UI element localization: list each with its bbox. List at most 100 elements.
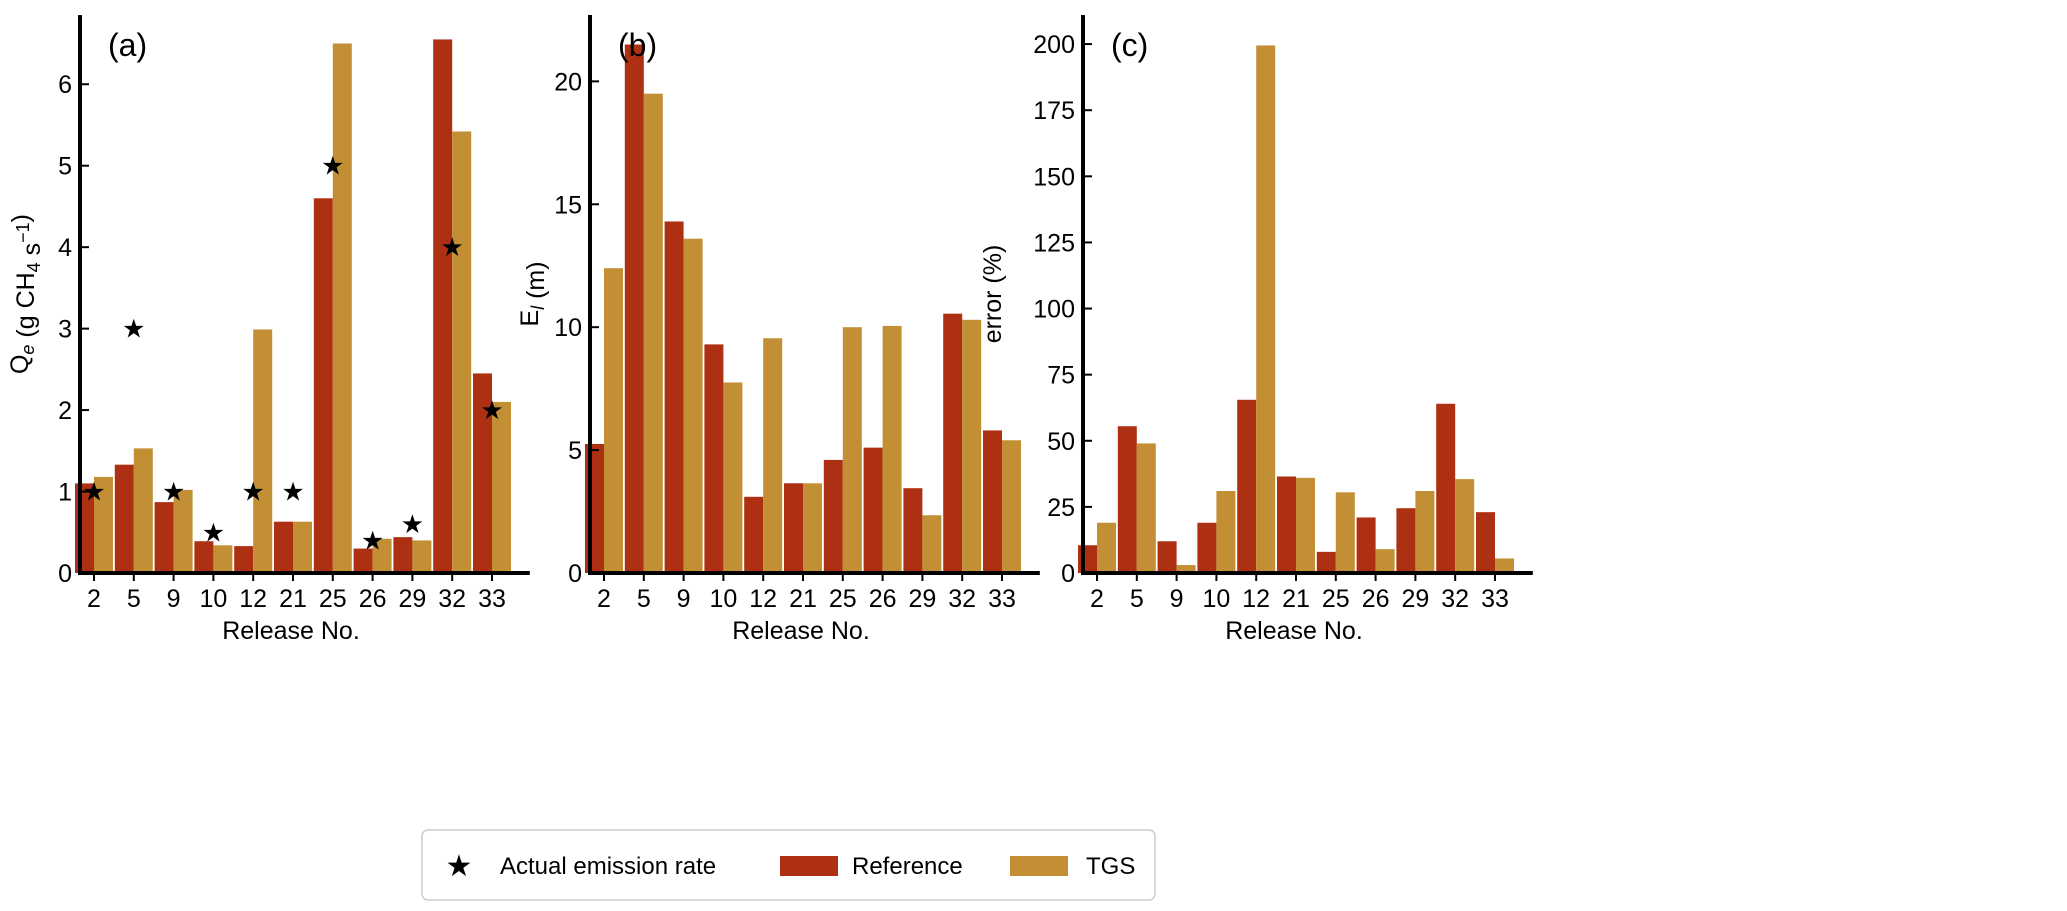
tgs-bar <box>133 448 153 573</box>
reference-bar <box>1117 426 1137 573</box>
reference-bar <box>1356 517 1376 573</box>
y-tick-label: 0 <box>568 560 582 588</box>
x-tick-label: 26 <box>359 585 387 613</box>
y-tick-label: 0 <box>1061 560 1075 588</box>
panel-label: (c) <box>1111 27 1148 63</box>
y-tick-label: 50 <box>1047 428 1075 456</box>
x-tick-label: 12 <box>749 585 777 613</box>
tgs-bar <box>1455 479 1475 573</box>
tgs-bar <box>492 401 511 573</box>
y-tick-label: 5 <box>568 437 582 465</box>
legend-reference-swatch <box>780 856 838 876</box>
reference-bar <box>473 373 492 573</box>
tgs-bar <box>962 319 982 573</box>
tgs-bar <box>723 382 743 573</box>
x-axis-label: Release No. <box>732 617 870 645</box>
panel-label: (a) <box>108 27 147 63</box>
x-tick-label: 10 <box>1202 585 1230 613</box>
legend-tgs-swatch <box>1010 856 1068 876</box>
reference-bar <box>704 344 724 573</box>
reference-bar <box>1078 545 1097 573</box>
actual-star-marker: ★ <box>401 509 424 539</box>
tgs-bar <box>1415 491 1435 573</box>
tgs-bar <box>94 476 113 573</box>
tgs-bar <box>1002 440 1021 573</box>
x-tick-label: 10 <box>709 585 737 613</box>
x-tick-label: 29 <box>398 585 426 613</box>
tgs-bar <box>922 515 942 573</box>
tgs-bar <box>882 325 902 573</box>
y-axis-label: El (m) <box>516 261 550 326</box>
x-tick-label: 5 <box>1130 585 1144 613</box>
actual-star-marker: ★ <box>480 395 503 425</box>
y-tick-label: 75 <box>1047 362 1075 390</box>
reference-bar <box>1396 508 1416 573</box>
x-tick-label: 32 <box>948 585 976 613</box>
x-tick-label: 5 <box>127 585 141 613</box>
x-tick-label: 10 <box>199 585 227 613</box>
tgs-bar <box>1296 477 1315 573</box>
x-tick-label: 12 <box>239 585 267 613</box>
tgs-bar <box>213 545 233 573</box>
y-tick-label: 1 <box>58 479 72 507</box>
legend-reference-label: Reference <box>852 853 963 880</box>
x-tick-label: 33 <box>988 585 1016 613</box>
reference-bar <box>784 483 803 573</box>
x-tick-label: 29 <box>1401 585 1429 613</box>
actual-star-marker: ★ <box>242 477 265 507</box>
actual-star-marker: ★ <box>122 314 145 344</box>
actual-star-marker: ★ <box>202 517 225 547</box>
reference-bar <box>1436 403 1456 573</box>
reference-bar <box>624 44 644 573</box>
y-tick-label: 200 <box>1033 31 1075 59</box>
y-tick-label: 150 <box>1033 163 1075 191</box>
reference-bar <box>983 430 1002 573</box>
reference-bar <box>823 459 843 573</box>
tgs-bar <box>332 43 352 574</box>
x-tick-label: 26 <box>1362 585 1390 613</box>
reference-bar <box>274 521 293 573</box>
y-axis-label: Qe (g CH4 s−1) <box>6 214 46 374</box>
y-tick-label: 175 <box>1033 97 1075 125</box>
y-tick-label: 5 <box>58 153 72 181</box>
reference-bar <box>194 541 214 573</box>
reference-bar <box>744 496 764 573</box>
tgs-bar <box>803 483 822 573</box>
y-tick-label: 6 <box>58 71 72 99</box>
tgs-bar <box>293 521 312 573</box>
reference-bar <box>585 443 604 573</box>
y-tick-label: 10 <box>554 314 582 342</box>
y-tick-label: 125 <box>1033 229 1075 257</box>
reference-bar <box>353 548 373 573</box>
tgs-bar <box>1335 492 1355 573</box>
x-tick-label: 33 <box>1481 585 1509 613</box>
tgs-bar <box>412 540 432 573</box>
actual-star-marker: ★ <box>82 477 105 507</box>
y-tick-label: 20 <box>554 68 582 96</box>
tgs-bar <box>1256 45 1276 573</box>
tgs-bar <box>1375 549 1395 573</box>
reference-bar <box>154 502 174 573</box>
panel-label: (b) <box>618 27 657 63</box>
legend-star-icon: ★ <box>446 850 473 883</box>
x-tick-label: 25 <box>829 585 857 613</box>
x-tick-label: 5 <box>637 585 651 613</box>
reference-bar <box>433 39 453 573</box>
tgs-bar <box>643 93 663 573</box>
tgs-bar <box>173 489 193 573</box>
actual-star-marker: ★ <box>361 525 384 555</box>
x-tick-label: 25 <box>1322 585 1350 613</box>
tgs-bar <box>683 238 703 573</box>
reference-bar <box>234 546 254 573</box>
reference-bar <box>1157 541 1177 573</box>
tgs-bar <box>1495 558 1514 573</box>
actual-star-marker: ★ <box>162 477 185 507</box>
x-tick-label: 12 <box>1242 585 1270 613</box>
reference-bar <box>1476 512 1495 573</box>
actual-star-marker: ★ <box>441 232 464 262</box>
x-tick-label: 32 <box>438 585 466 613</box>
reference-bar <box>114 464 134 573</box>
reference-bar <box>1237 399 1257 573</box>
